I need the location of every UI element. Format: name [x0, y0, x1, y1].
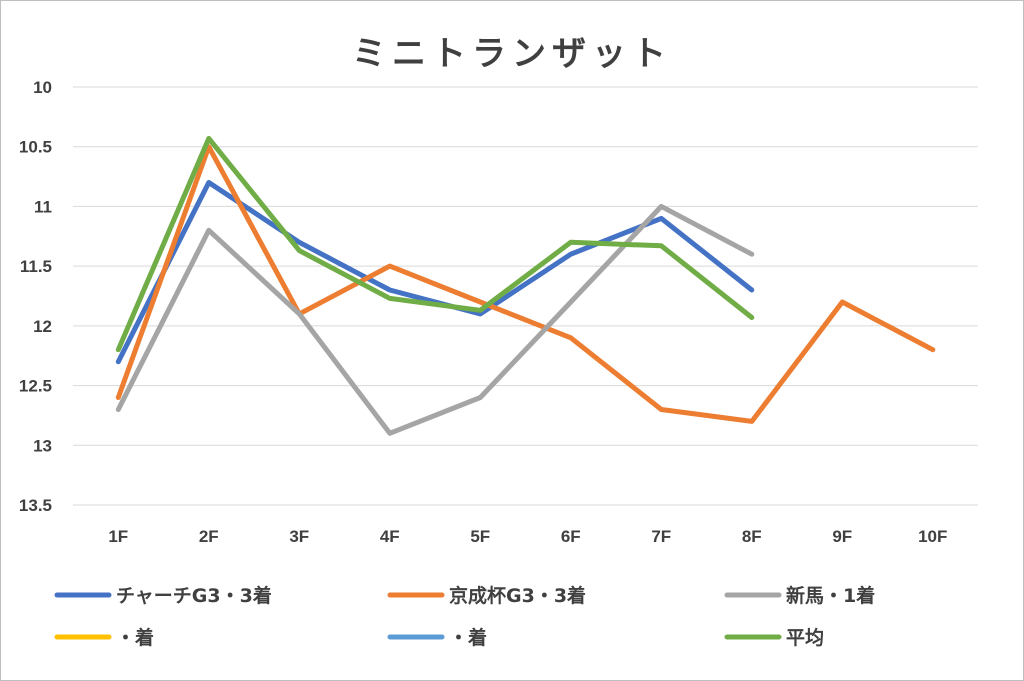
legend-label: ・着	[116, 626, 154, 649]
y-tick-label: 11.5	[20, 257, 52, 276]
legend-label: チャーチG3・3着	[116, 584, 272, 607]
y-tick-label: 10.5	[19, 138, 52, 157]
x-tick-label: 8F	[742, 527, 762, 546]
y-tick-label: 13	[33, 436, 52, 455]
y-axis-ticks: 10 10.5 11 11.5 12 12.5 13 13.5	[19, 78, 52, 515]
series-line-1	[115, 144, 936, 424]
x-tick-label: 7F	[651, 527, 671, 546]
x-tick-label: 9F	[832, 527, 852, 546]
y-tick-label: 10	[33, 78, 52, 97]
series-lines	[115, 135, 936, 436]
y-tick-label: 13.5	[19, 496, 52, 515]
x-tick-label: 10F	[918, 527, 947, 546]
legend-label: ・着	[449, 626, 487, 649]
legend-label: 京成杯G3・3着	[449, 584, 586, 607]
y-tick-label: 11	[34, 197, 52, 216]
x-tick-label: 6F	[561, 527, 581, 546]
gridlines	[73, 86, 978, 506]
x-axis-ticks: 1F 2F 3F 4F 5F 6F 7F 8F 9F 10F	[108, 527, 947, 546]
x-tick-label: 4F	[380, 527, 400, 546]
y-tick-label: 12.5	[19, 377, 52, 396]
legend-label: 新馬・1着	[786, 584, 875, 607]
series-line-5	[115, 135, 755, 353]
legend: チャーチG3・3着 京成杯G3・3着 新馬・1着・着 ・着 平均	[54, 584, 875, 649]
x-tick-label: 3F	[289, 527, 309, 546]
y-tick-label: 12	[33, 317, 52, 336]
legend-label: 平均	[786, 626, 824, 649]
x-tick-label: 5F	[470, 527, 490, 546]
chart-title: ミニトランザット	[352, 34, 672, 74]
x-tick-label: 2F	[199, 527, 219, 546]
x-tick-label: 1F	[108, 527, 128, 546]
series-line-2	[115, 203, 755, 436]
